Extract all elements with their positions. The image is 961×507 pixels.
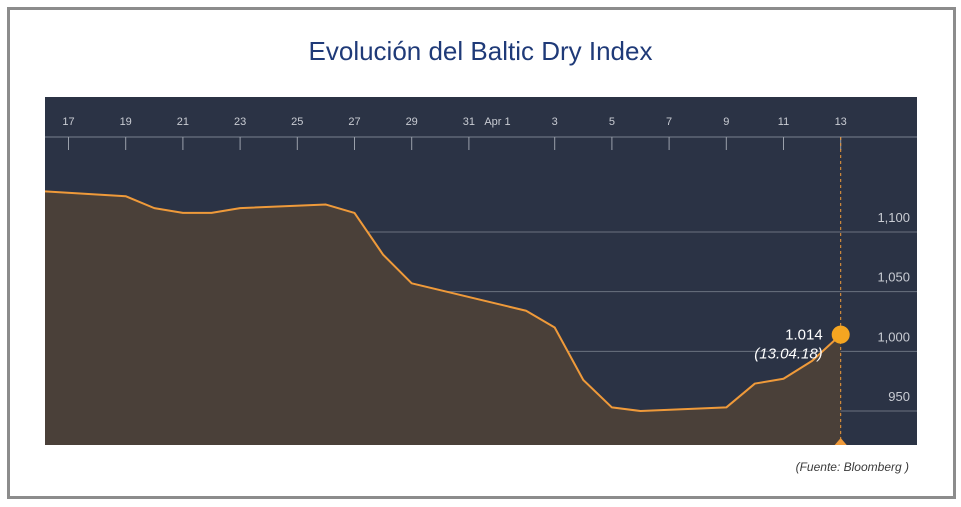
- highlight-marker-triangle: [834, 438, 847, 445]
- y-tick-label: 1,100: [877, 210, 910, 225]
- highlight-value-label: 1.014: [785, 327, 823, 344]
- x-tick-label: 29: [406, 116, 418, 128]
- y-tick-label: 950: [888, 389, 910, 404]
- x-tick-label: Apr 1: [484, 116, 510, 128]
- x-tick-label: 7: [666, 116, 672, 128]
- x-tick-label: 27: [348, 116, 360, 128]
- x-tick-label: 21: [177, 116, 189, 128]
- area-fill: [45, 191, 841, 445]
- x-tick-label: 23: [234, 116, 246, 128]
- highlight-date-label: (13.04.18): [754, 346, 822, 363]
- series-line: [44, 190, 842, 412]
- figure-frame: [7, 7, 956, 499]
- x-tick-label: 19: [120, 116, 132, 128]
- x-tick-label: 13: [835, 116, 847, 128]
- x-tick-label: 17: [62, 116, 74, 128]
- baltic-dry-index-chart: 17 19 21 23 25 27 29 31 Apr 1 3 5 7 9 11 13 1,100 1,050 1…: [44, 97, 917, 445]
- chart-title: Evolución del Baltic Dry Index: [308, 36, 653, 66]
- x-tick-label: 5: [609, 116, 615, 128]
- y-tick-label: 1,000: [877, 329, 910, 344]
- source-note: (Fuente: Bloomberg ): [795, 460, 909, 474]
- x-tick-label: 9: [723, 116, 729, 128]
- highlight-point: [831, 325, 850, 344]
- x-tick-label: 25: [291, 116, 303, 128]
- x-tick-label: 31: [463, 116, 475, 128]
- x-tick-label: 3: [552, 116, 558, 128]
- y-tick-label: 1,050: [877, 270, 910, 285]
- chart-area: 17 19 21 23 25 27 29 31 Apr 1 3 5 7 9 11 13 1,100 1,050 1…: [44, 97, 917, 445]
- x-tick-label: 11: [778, 116, 789, 128]
